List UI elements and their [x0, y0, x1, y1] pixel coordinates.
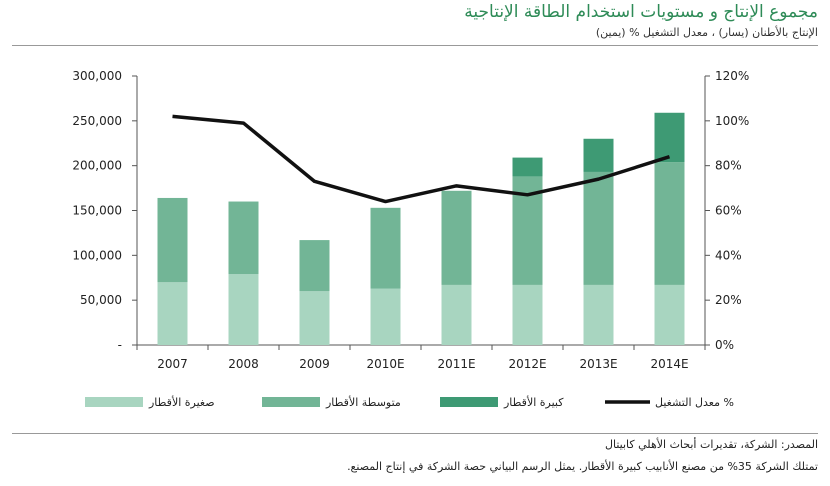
left-tick-label: 300,000 — [72, 69, 122, 83]
bar-segment-large — [512, 157, 543, 177]
bar-segment-large — [654, 112, 685, 163]
production-chart: - 50,000 100,000 150,000 200,000 250,000 300,0… — [72, 69, 749, 409]
bar-segment-medium — [228, 201, 259, 275]
x-tick-label: 2014E — [650, 357, 688, 371]
bar-segment-small — [583, 284, 614, 345]
right-tick-label: 20% — [715, 293, 742, 307]
legend-label-utilization: معدل التشغيل % — [655, 396, 734, 409]
legend-swatch-small — [85, 397, 143, 407]
bar-segment-small — [512, 284, 543, 345]
right-tick-label: 100% — [715, 114, 749, 128]
x-tick-label: 2009 — [299, 357, 330, 371]
bar-segment-medium — [654, 162, 685, 285]
left-tick-label: 50,000 — [80, 293, 122, 307]
right-tick-label: 80% — [715, 159, 742, 173]
chart-subtitle: الإنتاج بالأطنان (يسار) ، معدل التشغيل %… — [595, 26, 818, 39]
x-tick-label: 2011E — [437, 357, 475, 371]
legend-swatch-medium — [262, 397, 320, 407]
right-tick-label: 40% — [715, 248, 742, 262]
left-tick-label: - — [118, 338, 122, 352]
bar-segment-small — [370, 288, 401, 345]
bar-segment-medium — [157, 197, 188, 283]
bar-segment-medium — [441, 190, 472, 285]
legend-label-medium: متوسطة الأقطار — [325, 395, 401, 409]
bar-segment-small — [228, 274, 259, 345]
bar-segment-small — [654, 284, 685, 345]
x-tick-label: 2012E — [508, 357, 546, 371]
legend-swatch-large — [440, 397, 498, 407]
bar-segment-large — [583, 138, 614, 172]
bar-segment-small — [157, 282, 188, 345]
x-tick-label: 2007 — [157, 357, 188, 371]
x-tick-label: 2010E — [366, 357, 404, 371]
left-tick-label: 100,000 — [72, 248, 122, 262]
bar-segment-small — [299, 291, 330, 345]
left-tick-label: 200,000 — [72, 159, 122, 173]
bottom-divider — [12, 433, 818, 434]
bar-segment-medium — [583, 171, 614, 285]
chart-title: مجموع الإنتاج و مستويات استخدام الطاقة ا… — [464, 2, 818, 22]
left-tick-label: 250,000 — [72, 114, 122, 128]
x-tick-label: 2013E — [579, 357, 617, 371]
right-tick-label: 60% — [715, 204, 742, 218]
right-tick-label: 120% — [715, 69, 749, 83]
legend-label-large: كبيرة الأقطار — [503, 395, 564, 409]
left-tick-label: 150,000 — [72, 204, 122, 218]
bar-segment-small — [441, 284, 472, 345]
source-note: المصدر: الشركة، تقديرات أبحاث الأهلي كاب… — [605, 438, 818, 451]
bar-segment-medium — [299, 240, 330, 292]
bar-segment-medium — [370, 207, 401, 289]
legend-label-small: صغيرة الأقطار — [148, 395, 215, 409]
right-tick-label: 0% — [715, 338, 734, 352]
utilization-line — [172, 114, 671, 204]
top-divider — [12, 45, 818, 46]
footnote: تمتلك الشركة 35% من مصنع الأنابيب كبيرة … — [347, 460, 818, 473]
x-tick-label: 2008 — [228, 357, 259, 371]
